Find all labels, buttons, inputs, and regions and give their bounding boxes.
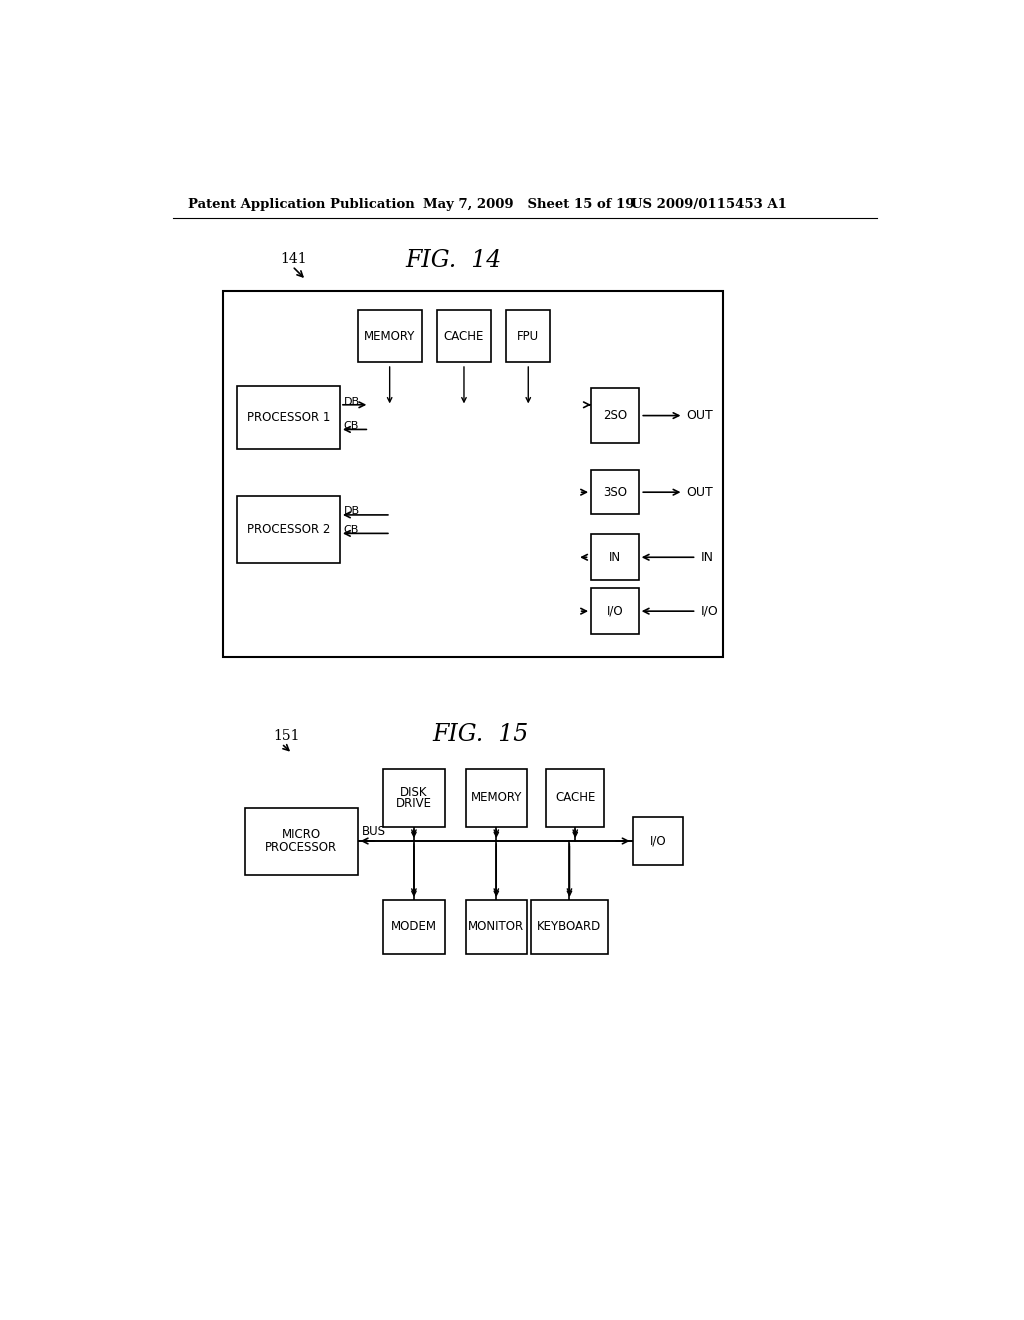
Text: US 2009/0115453 A1: US 2009/0115453 A1: [631, 198, 786, 211]
Text: KEYBOARD: KEYBOARD: [538, 920, 601, 933]
Text: FPU: FPU: [517, 330, 540, 343]
FancyBboxPatch shape: [466, 900, 527, 954]
Text: MICRO: MICRO: [282, 829, 321, 841]
Text: PROCESSOR 2: PROCESSOR 2: [247, 523, 330, 536]
FancyBboxPatch shape: [466, 770, 527, 826]
Text: BUS: BUS: [361, 825, 386, 838]
Text: CB: CB: [344, 421, 359, 432]
Text: May 7, 2009   Sheet 15 of 19: May 7, 2009 Sheet 15 of 19: [423, 198, 635, 211]
Text: OUT: OUT: [686, 409, 714, 422]
Text: MEMORY: MEMORY: [364, 330, 416, 343]
Text: IN: IN: [700, 550, 714, 564]
Text: CACHE: CACHE: [555, 792, 595, 804]
FancyBboxPatch shape: [383, 900, 444, 954]
FancyBboxPatch shape: [591, 589, 639, 635]
Text: FIG.  15: FIG. 15: [433, 723, 529, 746]
FancyBboxPatch shape: [506, 310, 550, 363]
FancyBboxPatch shape: [547, 770, 604, 826]
FancyBboxPatch shape: [245, 808, 357, 875]
FancyBboxPatch shape: [591, 388, 639, 444]
Text: MONITOR: MONITOR: [468, 920, 524, 933]
Text: I/O: I/O: [649, 834, 667, 847]
Text: PROCESSOR 1: PROCESSOR 1: [247, 411, 330, 424]
Text: MODEM: MODEM: [391, 920, 437, 933]
Text: FIG.  14: FIG. 14: [406, 249, 502, 272]
FancyBboxPatch shape: [531, 900, 608, 954]
FancyBboxPatch shape: [237, 496, 340, 562]
Text: 2SO: 2SO: [603, 409, 627, 422]
Text: DRIVE: DRIVE: [396, 797, 432, 809]
FancyBboxPatch shape: [591, 470, 639, 515]
Text: IN: IN: [609, 550, 621, 564]
FancyBboxPatch shape: [237, 385, 340, 449]
FancyBboxPatch shape: [223, 290, 724, 657]
FancyBboxPatch shape: [383, 770, 444, 826]
Text: CB: CB: [344, 524, 359, 535]
Text: I/O: I/O: [606, 605, 624, 618]
Text: PROCESSOR: PROCESSOR: [265, 841, 337, 854]
Text: Patent Application Publication: Patent Application Publication: [188, 198, 415, 211]
Text: MEMORY: MEMORY: [471, 792, 522, 804]
FancyBboxPatch shape: [437, 310, 490, 363]
Text: DB: DB: [344, 506, 360, 516]
Text: I/O: I/O: [700, 605, 718, 618]
Text: OUT: OUT: [686, 486, 714, 499]
Text: 3SO: 3SO: [603, 486, 627, 499]
FancyBboxPatch shape: [357, 310, 422, 363]
Text: DISK: DISK: [400, 785, 428, 799]
Text: CACHE: CACHE: [443, 330, 484, 343]
Text: DB: DB: [344, 397, 360, 407]
Text: 141: 141: [281, 252, 307, 265]
FancyBboxPatch shape: [633, 817, 683, 866]
FancyBboxPatch shape: [591, 535, 639, 581]
Text: 151: 151: [273, 729, 299, 743]
